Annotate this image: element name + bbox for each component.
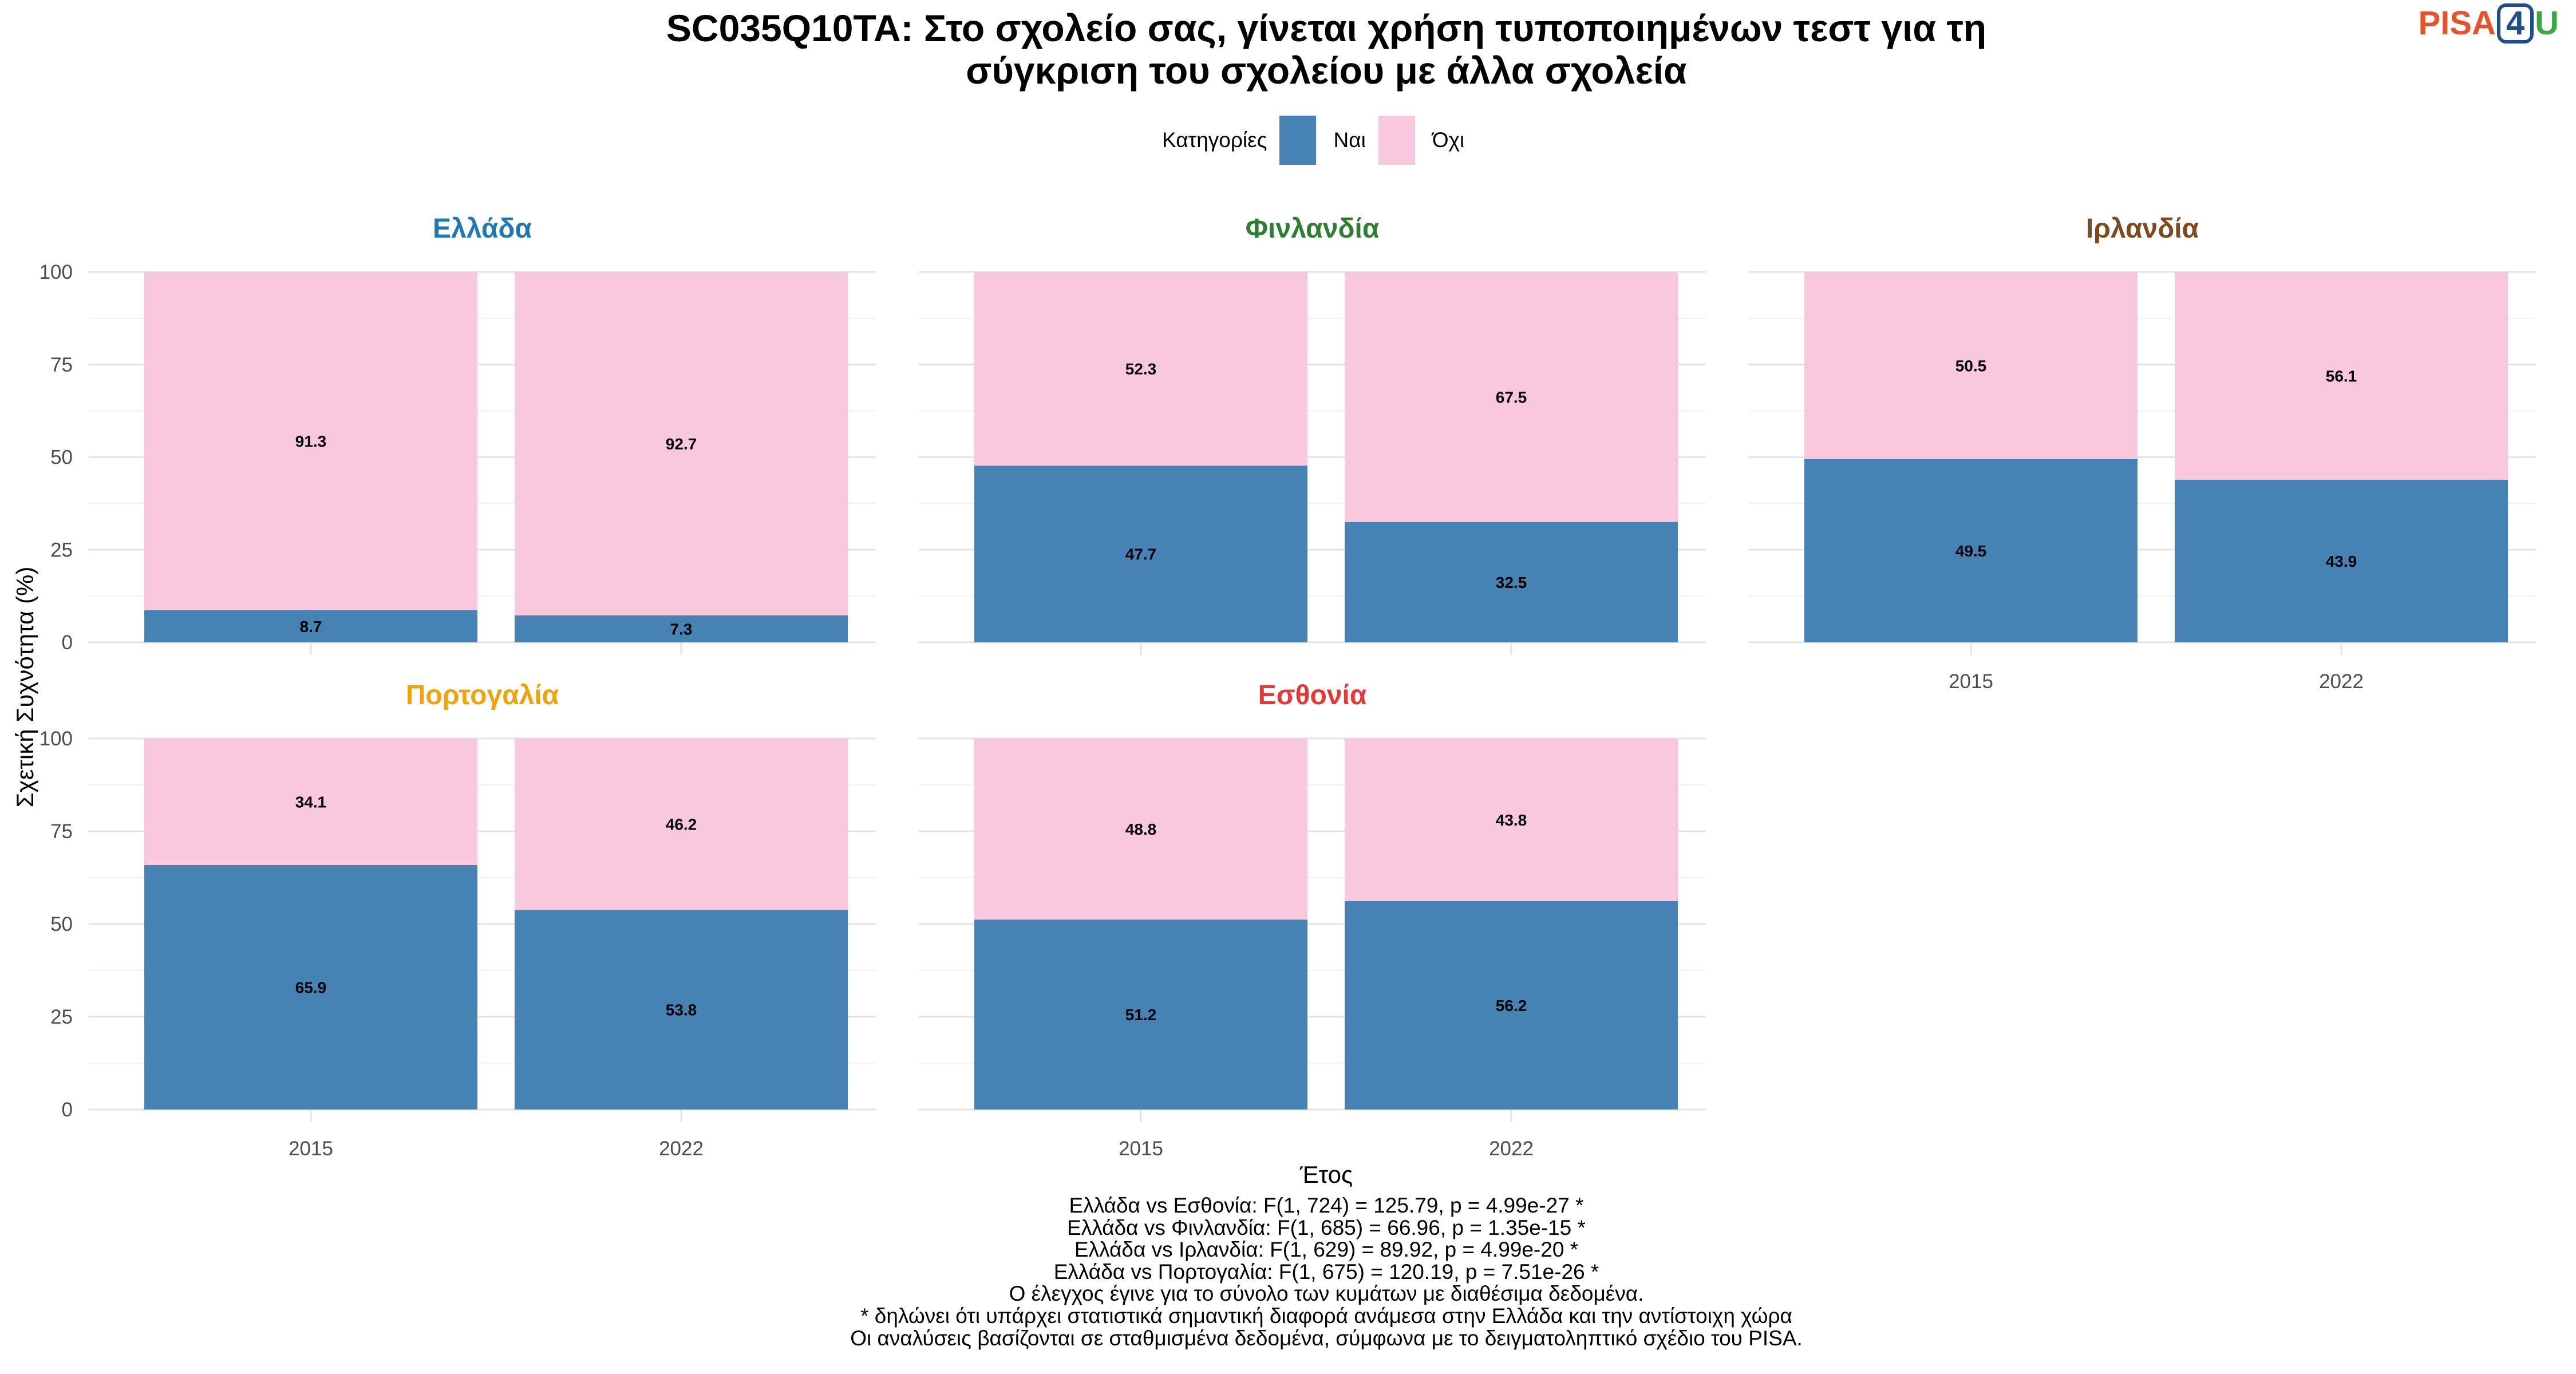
- footnote-line: Ελλάδα vs Φινλανδία: F(1, 685) = 66.96, …: [1067, 1215, 1586, 1239]
- panel-title: Ελλάδα: [433, 214, 532, 244]
- legend-key-yes: [1279, 116, 1317, 165]
- footnote-line: Ελλάδα vs Εσθονία: F(1, 724) = 125.79, p…: [1069, 1194, 1584, 1217]
- data-label: 91.3: [295, 432, 327, 450]
- footnote-line: * δηλώνει ότι υπάρχει στατιστικά σημαντι…: [860, 1304, 1792, 1328]
- panel-title: Πορτογαλία: [406, 680, 559, 710]
- data-label: 65.9: [295, 978, 327, 996]
- y-tick-label: 0: [62, 631, 73, 654]
- data-label: 34.1: [295, 793, 327, 811]
- bar-segment-yes: [144, 610, 477, 642]
- data-label: 67.5: [1496, 388, 1527, 406]
- y-tick-label: 50: [50, 447, 73, 469]
- panel-title: Εσθονία: [1258, 680, 1367, 710]
- y-tick-label: 0: [62, 1099, 73, 1121]
- data-label: 7.3: [670, 620, 693, 638]
- y-tick-label: 50: [50, 913, 73, 935]
- bar-segment-yes: [515, 910, 848, 1110]
- x-tick-label: 2022: [659, 1138, 704, 1160]
- data-label: 43.8: [1496, 811, 1527, 829]
- y-tick-label: 25: [50, 1006, 73, 1028]
- legend: Κατηγορίες Ναι Όχι: [1162, 114, 1464, 166]
- pisa4u-logo: PISA 4 U: [2418, 3, 2559, 44]
- legend-label-no: Όχι: [1432, 128, 1465, 152]
- bar-segment-no: [515, 272, 848, 615]
- y-tick-label: 75: [50, 354, 73, 376]
- bar-segment-no: [144, 739, 477, 865]
- data-label: 32.5: [1496, 574, 1527, 591]
- logo-text-pisa: PISA: [2418, 5, 2496, 42]
- y-axis-title: Σχετική Συχνότητα (%): [11, 567, 38, 808]
- data-label: 50.5: [1955, 357, 1987, 374]
- data-label: 43.9: [2326, 552, 2357, 570]
- legend-key-no: [1378, 116, 1415, 165]
- x-axis-title: Έτος: [1299, 1161, 1353, 1188]
- bar-segment-yes: [515, 615, 848, 642]
- bar-segment-no: [974, 739, 1307, 920]
- footnotes: Ελλάδα vs Εσθονία: F(1, 724) = 125.79, p…: [0, 1194, 2576, 1350]
- bar-segment-yes: [1345, 522, 1678, 642]
- bar-segment-yes: [1804, 459, 2138, 642]
- legend-label-yes: Ναι: [1333, 128, 1366, 152]
- bar-segment-yes: [144, 864, 477, 1110]
- bar-segment-no: [974, 272, 1307, 466]
- footnote-line: Ο έλεγχος έγινε για το σύνολο των κυμάτω…: [1009, 1282, 1644, 1306]
- panel-title: Φινλανδία: [1246, 214, 1380, 244]
- chart-title: SC035Q10TA: Στο σχολείο σας, γίνεται χρή…: [666, 7, 1987, 92]
- x-tick-label: 2022: [1489, 1138, 1534, 1160]
- y-tick-label: 100: [39, 261, 73, 283]
- footnote-line: Ελλάδα vs Ιρλανδία: F(1, 629) = 89.92, p…: [1074, 1238, 1579, 1262]
- x-tick-label: 2015: [1949, 670, 1993, 693]
- y-tick-label: 75: [50, 820, 73, 843]
- bar-segment-yes: [2175, 479, 2508, 642]
- bar-segment-yes: [974, 919, 1307, 1110]
- data-label: 46.2: [666, 816, 697, 834]
- y-tick-label: 25: [50, 539, 73, 561]
- bar-segment-no: [1345, 272, 1678, 522]
- logo-text-4: 4: [2496, 3, 2534, 44]
- data-label: 51.2: [1125, 1006, 1157, 1024]
- footnote-line: Ελλάδα vs Πορτογαλία: F(1, 675) = 120.19…: [1053, 1260, 1599, 1284]
- bar-segment-no: [1804, 272, 2138, 459]
- x-tick-label: 2015: [289, 1138, 333, 1160]
- footnote-line: Οι αναλύσεις βασίζονται σε σταθμισμένα δ…: [850, 1326, 1803, 1350]
- legend-title: Κατηγορίες: [1162, 128, 1267, 152]
- data-label: 47.7: [1125, 546, 1157, 563]
- bar-segment-no: [144, 272, 477, 610]
- logo-text-u: U: [2535, 5, 2559, 42]
- data-label: 48.8: [1125, 820, 1157, 838]
- data-label: 92.7: [666, 435, 697, 453]
- data-label: 52.3: [1125, 360, 1157, 378]
- bar-segment-yes: [974, 465, 1307, 642]
- data-label: 53.8: [666, 1001, 697, 1019]
- bar-segment-yes: [1345, 901, 1678, 1110]
- x-tick-label: 2022: [2319, 670, 2364, 693]
- data-label: 49.5: [1955, 542, 1987, 560]
- x-tick-label: 2015: [1119, 1138, 1163, 1160]
- data-label: 8.7: [300, 618, 322, 635]
- bar-segment-no: [515, 739, 848, 910]
- data-label: 56.2: [1496, 997, 1527, 1014]
- y-tick-label: 100: [39, 728, 73, 750]
- data-label: 56.1: [2326, 367, 2357, 385]
- bar-segment-no: [1345, 739, 1678, 901]
- panel-title: Ιρλανδία: [2086, 214, 2199, 244]
- bar-segment-no: [2175, 272, 2508, 480]
